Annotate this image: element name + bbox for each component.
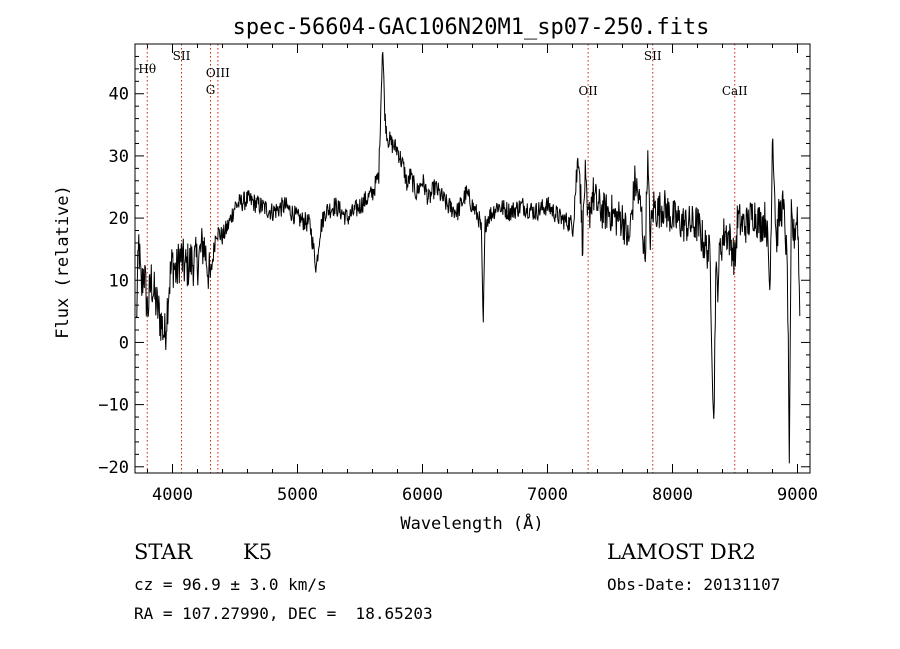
axis-ticks: 4000 5000 6000 7000 8000 9000 −20 −10 0 10 20 30 40 <box>98 43 818 505</box>
spectrum-line <box>135 52 801 464</box>
line-marker-label: G <box>206 83 216 97</box>
line-marker-label: OII <box>578 84 598 98</box>
x-axis-label: Wavelength (Å) <box>400 512 543 534</box>
x-tick-label: 4000 <box>152 485 193 505</box>
y-tick-label: 10 <box>109 271 129 291</box>
line-marker-label: SII <box>644 49 662 63</box>
line-marker-label: CaII <box>722 84 748 98</box>
y-tick-label: 20 <box>109 209 129 229</box>
observation-date: Obs-Date: 20131107 <box>607 575 781 594</box>
y-tick-label: 30 <box>109 147 129 167</box>
sky-coordinates: RA = 107.27990, DEC = 18.65203 <box>134 604 433 623</box>
plot-frame <box>134 43 811 474</box>
x-tick-label: 7000 <box>527 485 568 505</box>
survey-name: LAMOST DR2 <box>607 540 756 564</box>
y-axis-label: Flux (relative) <box>53 185 73 339</box>
chart-title: spec-56604-GAC106N20M1_sp07-250.fits <box>233 15 710 40</box>
y-tick-label: −20 <box>98 458 129 478</box>
object-class: STAR <box>134 540 193 564</box>
object-subclass: K5 <box>243 540 273 564</box>
line-marker-label: OIII <box>206 66 230 80</box>
x-tick-label: 9000 <box>777 485 818 505</box>
emission-line-markers: Hθ SII G OIII OII SII CaII <box>138 44 748 473</box>
line-marker-label: SII <box>173 49 191 63</box>
velocity-readout: cz = 96.9 ± 3.0 km/s <box>134 575 327 594</box>
x-tick-label: 6000 <box>402 485 443 505</box>
x-tick-label: 5000 <box>277 485 318 505</box>
spectrum-series <box>135 52 801 464</box>
line-marker-label: Hθ <box>138 62 156 76</box>
y-tick-label: −10 <box>98 396 129 416</box>
y-tick-label: 0 <box>119 333 129 353</box>
y-tick-label: 40 <box>109 85 129 105</box>
x-tick-label: 8000 <box>652 485 693 505</box>
